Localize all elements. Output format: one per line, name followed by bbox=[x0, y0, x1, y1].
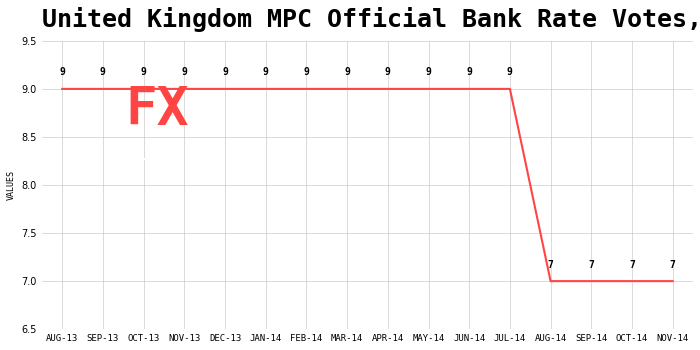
Text: 9: 9 bbox=[466, 67, 472, 77]
Text: 7: 7 bbox=[670, 260, 676, 270]
Text: 9: 9 bbox=[100, 67, 106, 77]
Text: 9: 9 bbox=[304, 67, 309, 77]
Text: 9: 9 bbox=[426, 67, 431, 77]
Text: United Kingdom MPC Official Bank Rate Votes,: United Kingdom MPC Official Bank Rate Vo… bbox=[42, 7, 700, 32]
Text: 9: 9 bbox=[141, 67, 146, 77]
Text: 9: 9 bbox=[60, 67, 65, 77]
Text: 9: 9 bbox=[262, 67, 269, 77]
Text: 9: 9 bbox=[222, 67, 228, 77]
Text: 7: 7 bbox=[589, 260, 594, 270]
Text: TEAM: TEAM bbox=[134, 157, 181, 176]
Text: 7: 7 bbox=[547, 260, 554, 270]
Y-axis label: VALUES: VALUES bbox=[7, 170, 16, 200]
Text: 9: 9 bbox=[385, 67, 391, 77]
Text: 7: 7 bbox=[629, 260, 635, 270]
Text: 9: 9 bbox=[181, 67, 187, 77]
Text: FX: FX bbox=[126, 84, 189, 135]
Text: 9: 9 bbox=[507, 67, 513, 77]
Text: 9: 9 bbox=[344, 67, 350, 77]
